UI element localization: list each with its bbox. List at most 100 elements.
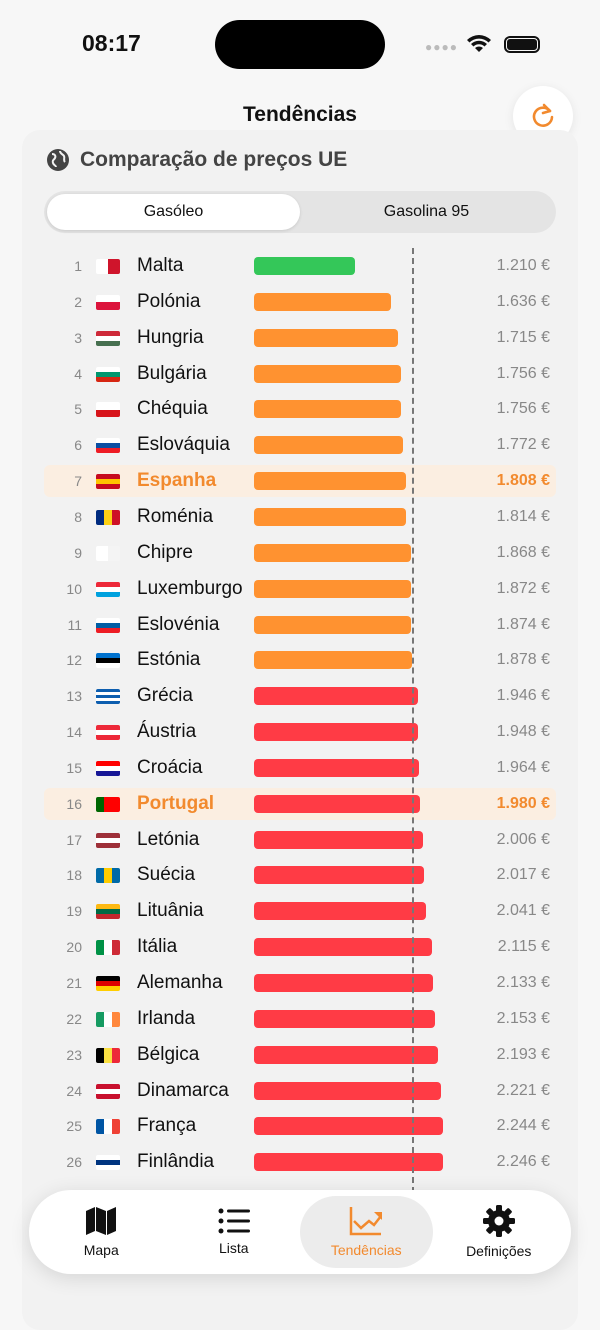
price: 2.133 € [496,974,550,991]
country-name: Eslovénia [137,613,220,635]
flag-icon [96,868,120,884]
price-bar [254,974,434,992]
tab-definicoes[interactable]: Definições [433,1196,566,1268]
rank: 26 [66,1154,82,1171]
card-title: Comparação de preços UE [46,148,347,172]
price: 2.221 € [496,1081,550,1099]
country-row: 7 Espanha 1.808 € [44,465,556,498]
rank: 12 [66,652,82,669]
rank: 16 [66,795,82,812]
country-name: Croácia [137,756,203,778]
rank: 7 [74,473,82,490]
price: 2.244 € [496,1117,550,1135]
country-row: 26 Finlândia 2.246 € [44,1146,556,1178]
price-bar [254,257,356,275]
price: 1.964 € [496,758,550,776]
fuel-type-segmented-control[interactable]: Gasóleo Gasolina 95 [44,191,556,233]
rank: 5 [74,401,82,418]
status-bar: 08:17 ●●●● [0,0,600,90]
price-bar [254,794,421,813]
flag-icon [96,366,120,382]
country-name: Suécia [137,864,196,886]
tab-tendencias[interactable]: Tendências [300,1196,433,1268]
price: 1.878 € [496,651,550,669]
rank: 18 [66,867,82,884]
signal-icon: ●●●● [425,40,458,54]
rank: 6 [74,437,82,454]
price: 2.017 € [496,866,550,884]
price-bar [254,1117,443,1136]
country-row: 9 Chipre 1.868 € [44,537,556,569]
rank: 22 [66,1010,82,1027]
tab-lista[interactable]: Lista [168,1196,301,1268]
rank: 20 [66,939,82,956]
price: 1.636 € [496,292,550,310]
price: 1.808 € [496,472,550,490]
country-name: Eslováquia [137,434,230,456]
country-row: 14 Áustria 1.948 € [44,716,556,748]
country-name: Estónia [137,649,201,671]
country-row: 17 Letónia 2.006 € [44,824,556,856]
gear-icon [482,1205,515,1237]
rank: 4 [74,365,82,382]
price: 1.210 € [496,257,550,274]
tab-bar: Mapa Lista Tendências Definições [29,1190,571,1274]
country-name: Chipre [137,541,193,563]
tab-label: Lista [218,1240,249,1256]
price-bar [254,902,426,921]
price-bar [254,579,412,598]
country-name: Bélgica [137,1043,200,1065]
rank: 17 [66,831,82,848]
country-row: 13 Grécia 1.946 € [44,680,556,712]
country-row: 3 Hungria 1.715 € [44,322,556,354]
tab-label: Definições [466,1243,532,1259]
wifi-icon [467,35,491,52]
country-row: 19 Lituânia 2.041 € [44,895,556,927]
flag-icon [96,402,120,418]
rank: 14 [66,724,82,741]
rank: 19 [66,903,82,920]
country-row: 21 Alemanha 2.133 € [44,967,556,999]
rank: 8 [74,508,82,525]
country-row: 18 Suécia 2.017 € [44,859,556,891]
segment-gasolina-95[interactable]: Gasolina 95 [383,203,470,220]
rank: 24 [66,1082,82,1099]
price-bar [254,687,418,706]
price: 2.041 € [496,902,550,920]
price: 1.715 € [496,328,550,346]
price-bar [254,938,432,957]
price: 2.115 € [497,938,550,956]
country-name: Hungria [137,326,204,348]
price-bar [254,723,418,742]
country-name: Finlândia [137,1151,215,1173]
price-bar [254,830,423,849]
rank: 9 [74,544,82,561]
country-row: 4 Bulgária 1.756 € [44,358,556,390]
price-bar [254,1081,441,1100]
country-name: Roménia [137,505,214,527]
list-icon [218,1208,250,1234]
segment-gasoleo[interactable]: Gasóleo [47,194,300,230]
country-name: Grécia [137,685,193,707]
price: 2.193 € [496,1045,550,1063]
price: 1.756 € [496,400,550,418]
price: 1.980 € [496,794,550,812]
flag-icon [96,1047,120,1063]
price: 1.868 € [496,543,550,561]
price: 1.946 € [496,687,550,705]
price-bar [254,436,403,455]
price-bar [254,364,402,383]
country-row: 2 Polónia 1.636 € [44,286,556,318]
price: 2.246 € [496,1153,550,1171]
country-row: 22 Irlanda 2.153 € [44,1003,556,1035]
flag-icon [96,1119,120,1135]
tab-mapa[interactable]: Mapa [35,1196,168,1268]
flag-icon [96,617,120,633]
country-name: Portugal [137,792,215,814]
country-name: Dinamarca [137,1079,229,1101]
flag-icon [96,438,120,454]
country-row: 6 Eslováquia 1.772 € [44,429,556,461]
country-row: 10 Luxemburgo 1.872 € [44,573,556,605]
globe-icon [47,149,69,171]
price-bar [254,507,407,526]
